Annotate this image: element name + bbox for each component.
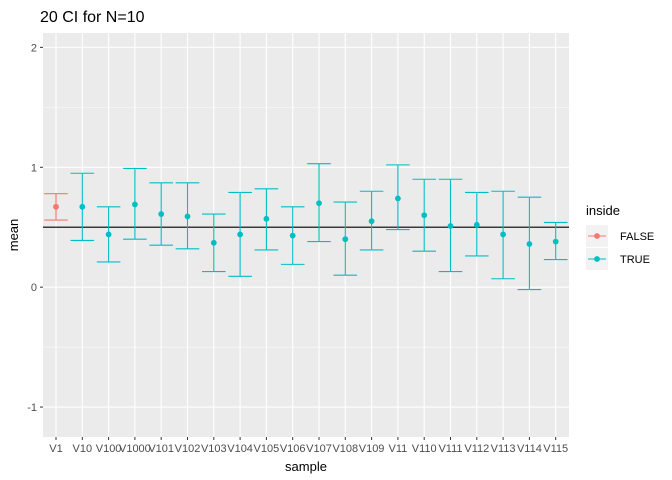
mean-point bbox=[368, 218, 375, 225]
x-tick-label: V102 bbox=[175, 443, 201, 455]
x-tick-label: V1000 bbox=[119, 443, 151, 455]
legend-key-point bbox=[594, 256, 600, 262]
x-axis-title: sample bbox=[285, 459, 327, 474]
mean-point bbox=[342, 236, 349, 243]
x-tick-label: V110 bbox=[412, 443, 437, 455]
x-tick-label: V108 bbox=[332, 443, 358, 455]
mean-point bbox=[79, 203, 86, 210]
x-tick-label: V112 bbox=[464, 443, 489, 455]
chart-title: 20 CI for N=10 bbox=[40, 9, 145, 26]
x-tick-label: V115 bbox=[543, 443, 568, 455]
mean-point bbox=[421, 212, 428, 219]
x-tick-label: V100 bbox=[96, 443, 122, 455]
mean-point bbox=[105, 231, 112, 238]
legend-label: FALSE bbox=[620, 231, 654, 243]
legend-entry: TRUE bbox=[586, 248, 650, 270]
x-tick-label: V107 bbox=[306, 443, 332, 455]
x-tick-label: V114 bbox=[517, 443, 542, 455]
mean-point bbox=[500, 231, 506, 238]
mean-point bbox=[289, 232, 296, 239]
error-bars bbox=[44, 163, 568, 291]
plot-panel bbox=[43, 33, 569, 437]
x-tick-label: V103 bbox=[201, 443, 227, 455]
x-tick-label: V111 bbox=[438, 443, 462, 455]
mean-points bbox=[53, 195, 559, 247]
legend-key-point bbox=[594, 233, 600, 239]
y-tick-label: 2 bbox=[31, 42, 37, 54]
mean-point bbox=[316, 200, 322, 207]
x-tick-label: V113 bbox=[491, 443, 516, 455]
mean-point bbox=[53, 203, 59, 210]
legend-label: TRUE bbox=[620, 254, 650, 266]
mean-point bbox=[237, 231, 244, 238]
mean-point bbox=[395, 195, 401, 202]
mean-point bbox=[526, 241, 533, 247]
y-tick-label: 1 bbox=[31, 162, 37, 174]
x-tick-label: V104 bbox=[227, 443, 253, 455]
y-axis-ticks: -1 0 1 2 bbox=[27, 42, 43, 414]
legend-title: inside bbox=[586, 203, 620, 218]
legend: inside FALSE TRUE bbox=[586, 203, 654, 270]
x-tick-label: V105 bbox=[254, 443, 280, 455]
y-tick-label: -1 bbox=[27, 402, 37, 414]
x-tick-label: V10 bbox=[73, 443, 93, 455]
x-tick-label: V101 bbox=[148, 443, 174, 455]
mean-point bbox=[184, 213, 191, 220]
mean-point bbox=[473, 221, 480, 228]
y-tick-label: 0 bbox=[31, 282, 37, 294]
x-tick-label: V109 bbox=[359, 443, 385, 455]
y-axis-title: mean bbox=[6, 219, 21, 252]
mean-point bbox=[552, 238, 559, 245]
mean-point bbox=[210, 239, 217, 246]
x-tick-label: V106 bbox=[280, 443, 306, 455]
legend-entry: FALSE bbox=[586, 225, 654, 247]
x-tick-label: V1 bbox=[49, 443, 62, 455]
x-tick-label: V11 bbox=[389, 443, 408, 455]
mean-point bbox=[447, 223, 454, 229]
mean-point bbox=[263, 215, 270, 222]
mean-point bbox=[132, 201, 138, 208]
mean-point bbox=[158, 211, 165, 217]
